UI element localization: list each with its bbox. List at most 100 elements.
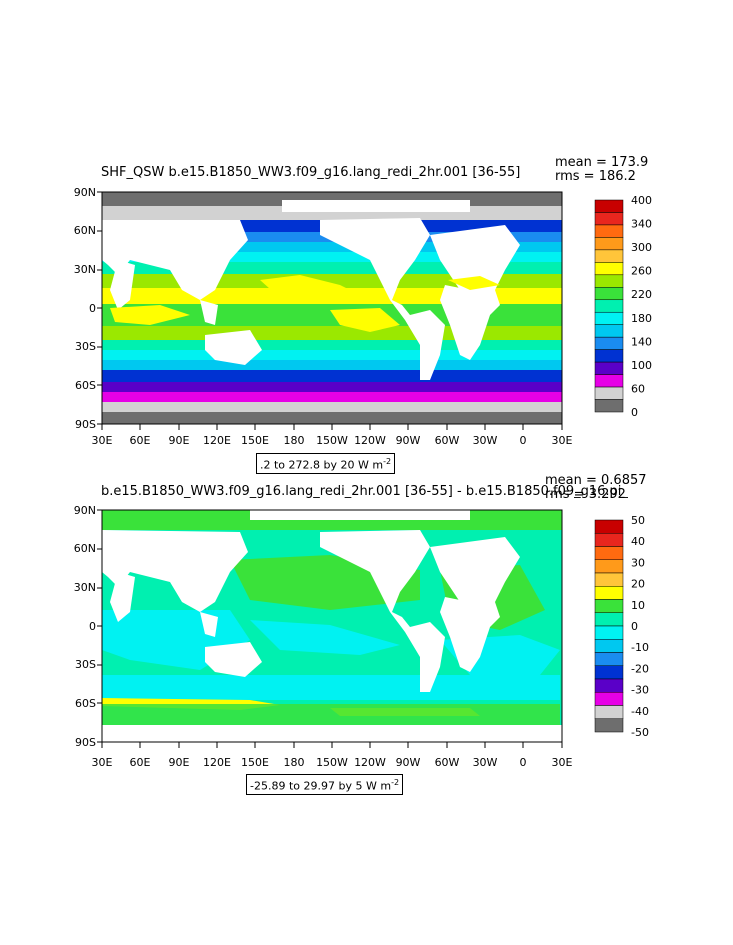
colorbar-swatch: [594, 311, 624, 325]
colorbar-swatch: [594, 262, 624, 276]
colorbar-swatch: [594, 361, 624, 375]
colorbar-swatch: [594, 546, 624, 560]
x-tick-label: 150E: [241, 434, 269, 447]
colorbar-label: 140: [631, 335, 652, 348]
range-sup: -2: [383, 457, 392, 466]
colorbar-swatch: [594, 249, 624, 263]
colorbar-swatch: [594, 237, 624, 251]
x-tick-label: 120E: [203, 434, 231, 447]
colorbar-label: 60: [631, 382, 645, 395]
colorbar-swatch: [594, 336, 624, 350]
y-tick-label: 0: [89, 620, 96, 633]
colorbar-swatch: [594, 612, 624, 627]
mean-label: mean = 0.6857: [545, 473, 647, 488]
colorbar-label: 40: [631, 535, 645, 548]
colorbar-swatch: [594, 287, 624, 301]
land-mask: [102, 200, 520, 380]
x-axis: 30E 60E 90E 120E 150E 180 150W 120W 90W …: [92, 434, 573, 447]
colorbar-label: 100: [631, 359, 652, 372]
colorbar-swatch: [594, 692, 624, 706]
colorbar-swatch: [594, 678, 624, 693]
x-tick-label: 30W: [473, 434, 498, 447]
x-tick-label: 60E: [130, 756, 151, 769]
range-label: -25.89 to 29.97 by 5 W m: [250, 779, 392, 793]
colorbar-swatch: [594, 599, 624, 613]
colorbar-swatch: [594, 374, 624, 388]
x-tick-label: 120E: [203, 756, 231, 769]
colorbar-label: 340: [631, 218, 652, 231]
x-tick-label: 90W: [396, 434, 421, 447]
colorbar: 50 40 30 20 10 0 -10 -20 -30 -40 -50: [594, 514, 649, 739]
colorbar-swatch: [594, 652, 624, 666]
x-tick-label: 0: [520, 756, 527, 769]
tick-marks: [97, 191, 563, 430]
colorbar-swatch: [594, 519, 624, 534]
colorbar-label: 0: [631, 406, 638, 419]
y-tick-label: 60S: [75, 697, 96, 710]
contour-range-box: .2 to 272.8 by 20 W m-2: [256, 453, 396, 474]
colorbar-swatch: [594, 533, 624, 547]
colorbar-label: 300: [631, 241, 652, 254]
y-tick-label: 30N: [74, 263, 96, 276]
panel-title: SHF_QSW b.e15.B1850_WW3.f09_g16.lang_red…: [101, 165, 521, 180]
x-tick-label: 30E: [552, 434, 573, 447]
colorbar-swatch: [594, 349, 624, 363]
colorbar-swatch: [594, 559, 624, 574]
x-tick-label: 120W: [354, 756, 386, 769]
colorbar-swatch: [594, 274, 624, 288]
colorbar-swatch: [594, 665, 624, 680]
panel-title: b.e15.B1850_WW3.f09_g16.lang_redi_2hr.00…: [101, 484, 628, 499]
x-tick-label: 60W: [435, 434, 460, 447]
range-label: .2 to 272.8 by 20 W m: [260, 458, 384, 472]
colorbar-label: 20: [631, 578, 645, 591]
x-tick-label: 150W: [316, 434, 348, 447]
y-tick-label: 90S: [75, 736, 96, 749]
colorbar-swatch: [594, 586, 624, 600]
y-tick-label: 0: [89, 302, 96, 315]
colorbar-swatch: [594, 705, 624, 719]
y-tick-label: 60N: [74, 542, 96, 555]
x-axis: 30E 60E 90E 120E 150E 180 150W 120W 90W …: [92, 756, 573, 769]
y-tick-label: 30S: [75, 658, 96, 671]
rms-label: rms = 186.2: [555, 169, 636, 184]
map-area: [101, 191, 563, 425]
x-tick-label: 60W: [435, 756, 460, 769]
colorbar-swatch: [594, 224, 624, 238]
x-tick-label: 30E: [552, 756, 573, 769]
colorbar-swatch: [594, 299, 624, 313]
colorbar-label: -30: [631, 684, 649, 697]
map-figure: 90N 60N 30N 0 30S 60S 90S 30E 60E 90E 12…: [74, 186, 652, 447]
mean-label: mean = 173.9: [555, 155, 649, 170]
contour-range-box: -25.89 to 29.97 by 5 W m-2: [246, 774, 404, 795]
y-axis: 90N 60N 30N 0 30S 60S 90S: [74, 504, 96, 749]
colorbar-swatch: [594, 718, 624, 733]
tick-marks: [97, 509, 563, 748]
map-panel-top: SHF_QSW b.e15.B1850_WW3.f09_g16.lang_red…: [0, 140, 733, 474]
colorbar-swatch: [594, 386, 624, 400]
colorbar-swatch: [594, 625, 624, 640]
map-figure: 90N 60N 30N 0 30S 60S 90S 30E 60E 90E 12…: [74, 504, 649, 769]
map-panel-bottom: b.e15.B1850_WW3.f09_g16.lang_redi_2hr.00…: [0, 460, 733, 800]
x-tick-label: 60E: [130, 434, 151, 447]
colorbar-label: 10: [631, 599, 645, 612]
y-tick-label: 60S: [75, 379, 96, 392]
x-tick-label: 30E: [92, 756, 113, 769]
colorbar-label: 260: [631, 265, 652, 278]
colorbar-label: 400: [631, 194, 652, 207]
x-tick-label: 30E: [92, 434, 113, 447]
x-tick-label: 180: [284, 434, 305, 447]
colorbar-label: 30: [631, 556, 645, 569]
colorbar-swatch: [594, 572, 624, 587]
colorbar-label: 50: [631, 514, 645, 527]
rms-label: rms = 3.292: [545, 487, 626, 502]
land-mask: [102, 510, 562, 742]
colorbar-label: -40: [631, 705, 649, 718]
colorbar-label: -50: [631, 726, 649, 739]
y-tick-label: 30S: [75, 340, 96, 353]
x-tick-label: 30W: [473, 756, 498, 769]
y-axis: 90N 60N 30N 0 30S 60S 90S: [74, 186, 96, 431]
y-tick-label: 30N: [74, 581, 96, 594]
x-tick-label: 120W: [354, 434, 386, 447]
y-tick-label: 90S: [75, 418, 96, 431]
x-tick-label: 90E: [169, 434, 190, 447]
